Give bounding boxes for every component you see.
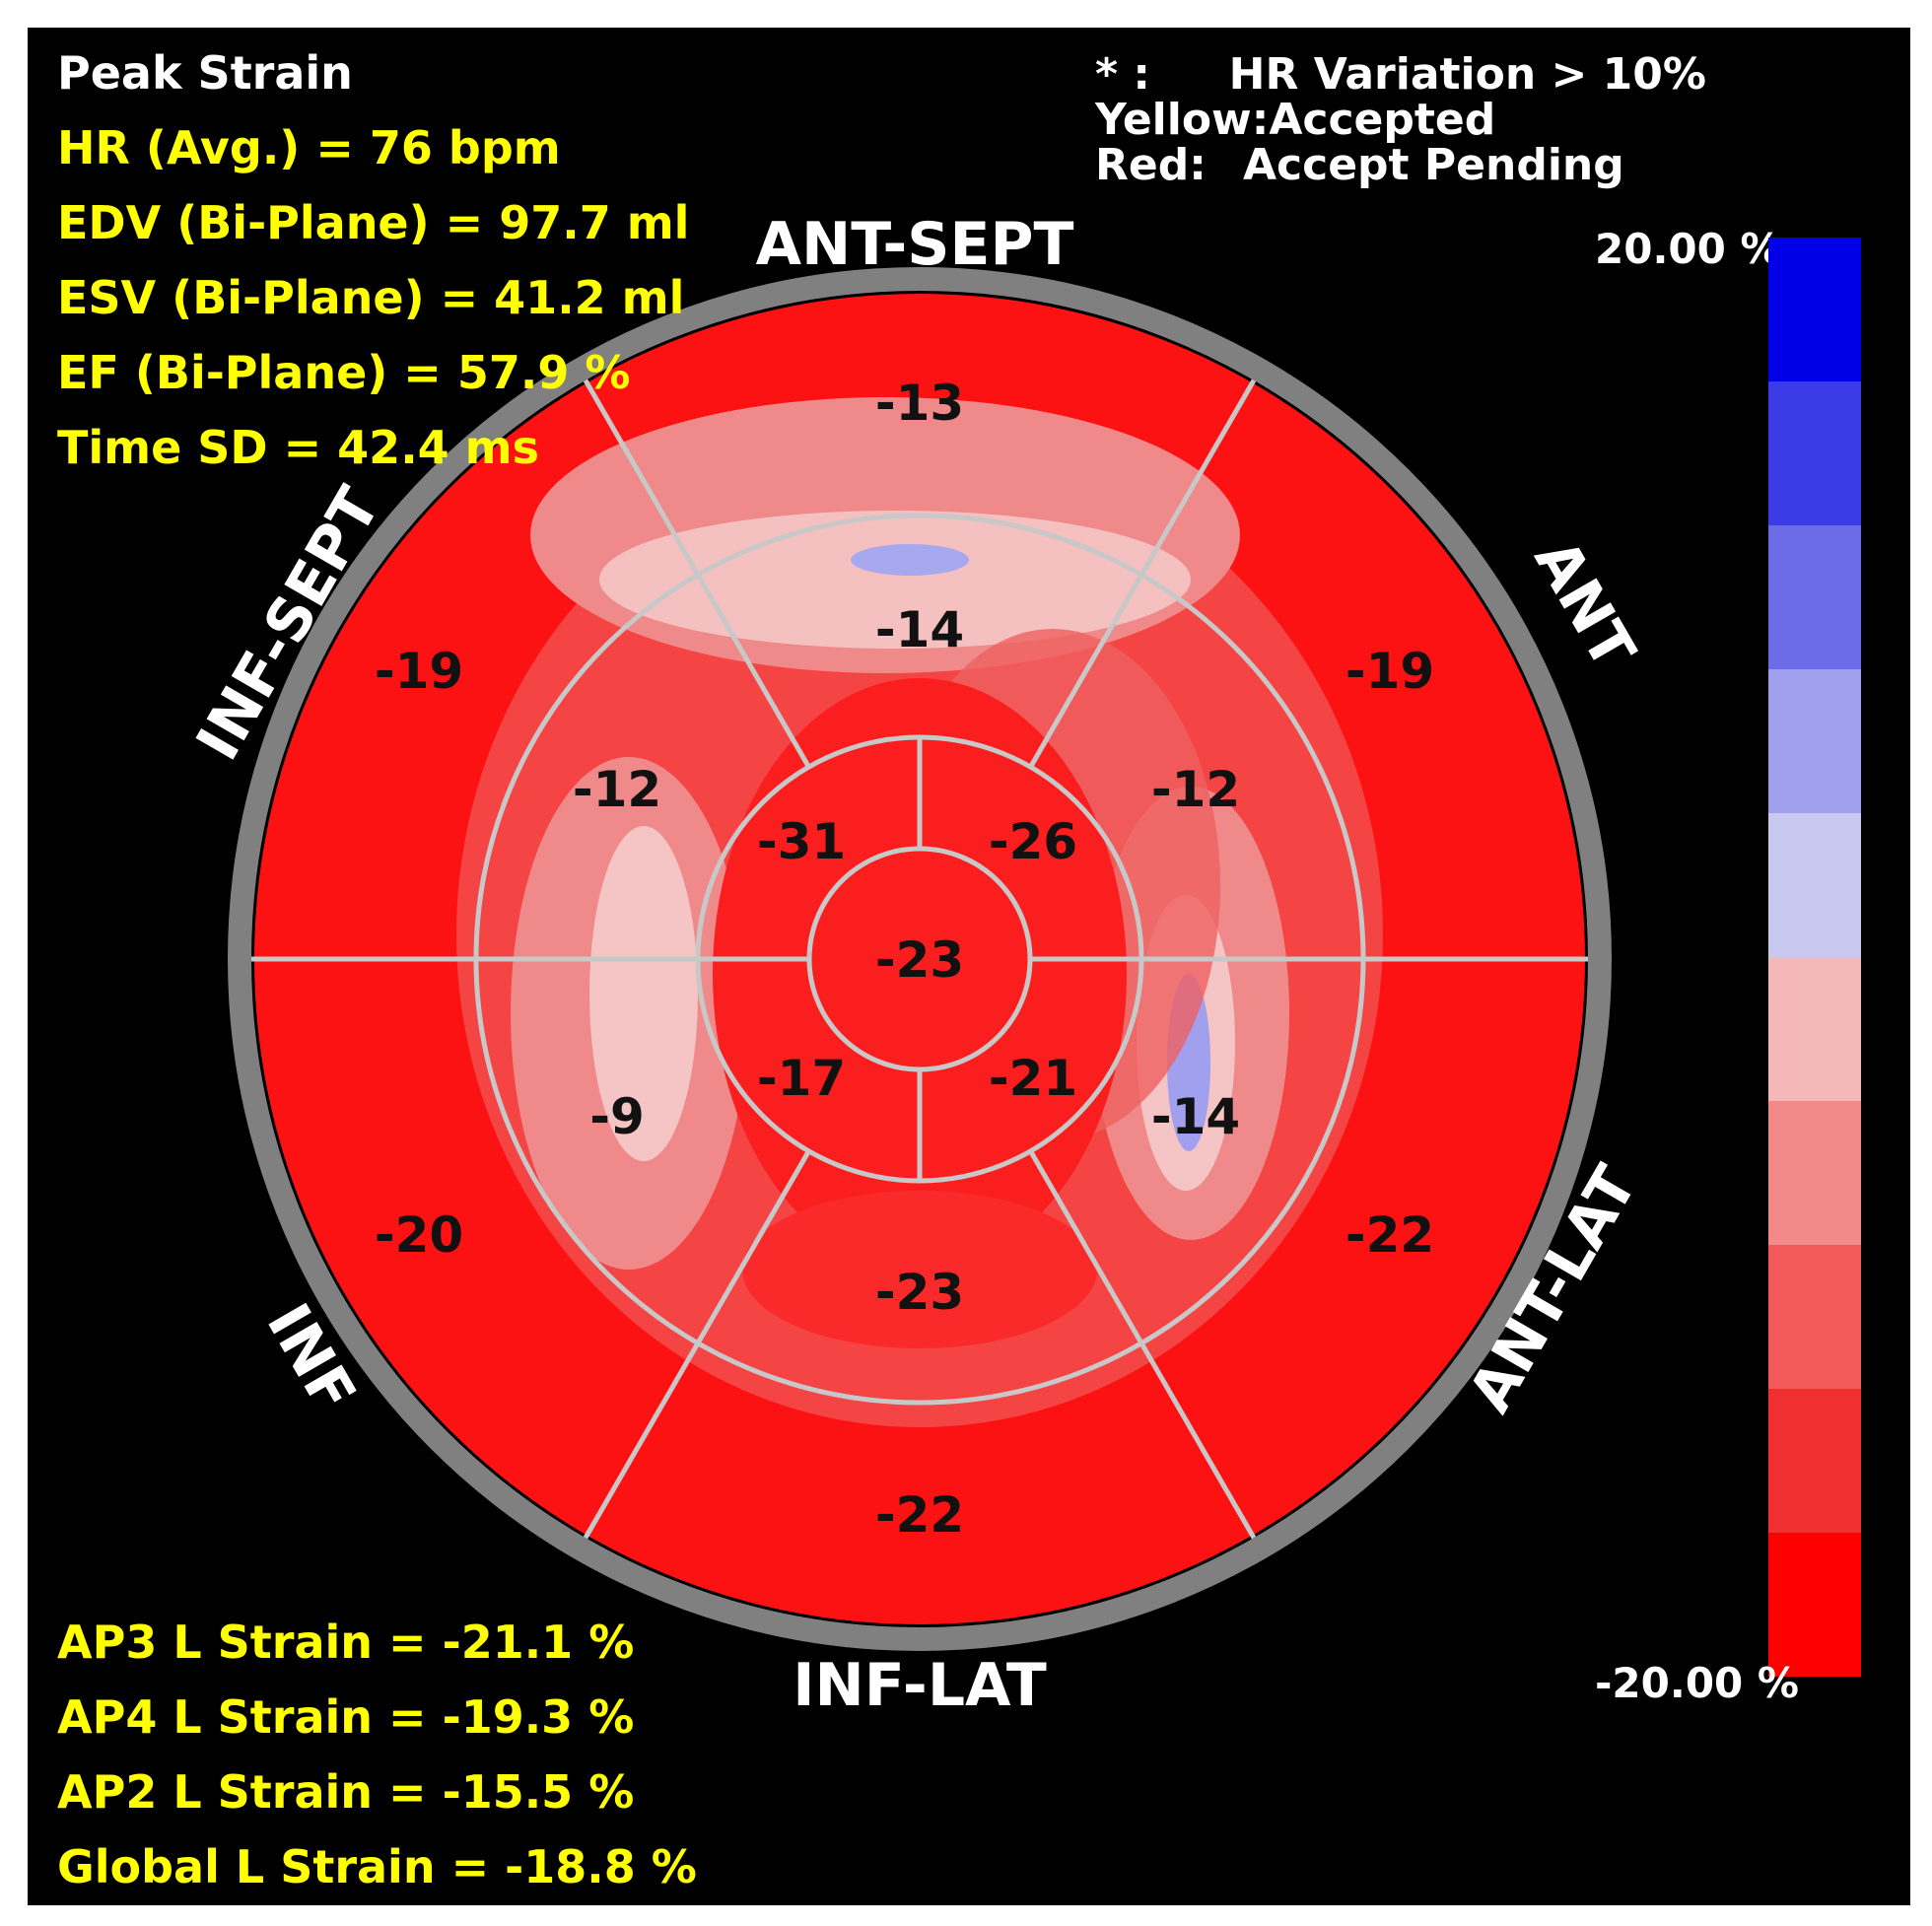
legend-key: Red: — [1095, 140, 1207, 190]
heat-blotch — [599, 511, 1191, 649]
colorbar-band — [1768, 813, 1861, 957]
apical-ant-value: -26 — [989, 813, 1077, 870]
legend-value: Accepted — [1269, 95, 1496, 145]
bullseye-plot: -13 -19 -22 -22 -20 -19 -14 -12 -14 -23 … — [183, 210, 1651, 1720]
legend-row-pending: Red: Accept Pending — [1095, 143, 1706, 188]
mid-inf-value: -9 — [589, 1088, 645, 1145]
wall-label-inf-lat: INF-LAT — [793, 1651, 1047, 1720]
apical-sept-value: -31 — [757, 813, 846, 870]
legend-row-hr-variation: * : HR Variation > 10% — [1095, 52, 1706, 98]
basal-ant-sept-value: -13 — [875, 375, 964, 432]
colorbar-band — [1768, 1245, 1861, 1389]
colorbar — [1768, 238, 1861, 1677]
bullseye-panel: -13 -19 -22 -22 -20 -19 -14 -12 -14 -23 … — [28, 28, 1910, 1905]
plot-title: Peak Strain — [57, 46, 353, 100]
strain-ap2: AP2 L Strain = -15.5 % — [57, 1765, 635, 1819]
colorbar-band — [1768, 238, 1861, 381]
colorbar-min-label: -20.00 % — [1595, 1659, 1799, 1707]
mid-ant-value: -12 — [1151, 761, 1240, 818]
heat-blotch — [742, 1191, 1097, 1348]
legend-row-accepted: Yellow: Accepted — [1095, 98, 1706, 143]
colorbar-band — [1768, 525, 1861, 669]
mid-ant-lat-value: -14 — [1151, 1088, 1240, 1145]
basal-inf-lat-value: -22 — [875, 1486, 964, 1544]
heat-blotch — [851, 544, 969, 576]
heat-blotch — [713, 678, 1127, 1270]
mid-ant-sept-value: -14 — [875, 601, 964, 658]
basal-ant-lat-value: -22 — [1346, 1206, 1434, 1264]
basal-inf-sept-value: -19 — [375, 643, 463, 700]
apical-inf-value: -17 — [757, 1050, 846, 1107]
apical-lat-value: -21 — [989, 1050, 1077, 1107]
apex-value: -23 — [875, 931, 964, 989]
colorbar-band — [1768, 669, 1861, 813]
legend-key: * : — [1095, 49, 1150, 100]
stat-esv: ESV (Bi-Plane) = 41.2 ml — [57, 271, 685, 324]
strain-ap3: AP3 L Strain = -21.1 % — [57, 1616, 635, 1669]
colorbar-max-label: 20.00 % — [1595, 225, 1782, 273]
legend-value: HR Variation > 10% — [1228, 49, 1706, 100]
mid-inf-lat-value: -23 — [875, 1264, 964, 1321]
strain-ap4: AP4 L Strain = -19.3 % — [57, 1690, 635, 1744]
colorbar-band — [1768, 381, 1861, 525]
segment-dividers — [251, 378, 1588, 1540]
outer-ring — [228, 267, 1612, 1651]
stat-time-sd: Time SD = 42.4 ms — [57, 421, 539, 474]
stat-edv: EDV (Bi-Plane) = 97.7 ml — [57, 196, 690, 249]
colorbar-band — [1768, 957, 1861, 1101]
status-legend: * : HR Variation > 10% Yellow: Accepted … — [1095, 52, 1706, 188]
heat-blotch — [589, 826, 698, 1161]
basal-ant-value: -19 — [1346, 643, 1434, 700]
basal-inf-value: -20 — [375, 1206, 463, 1264]
segment-divider — [1028, 1149, 1257, 1540]
colorbar-band — [1768, 1533, 1861, 1677]
legend-value: Accept Pending — [1243, 140, 1624, 190]
stat-ef: EF (Bi-Plane) = 57.9 % — [57, 346, 631, 399]
colorbar-band — [1768, 1101, 1861, 1245]
colorbar-band — [1768, 1389, 1861, 1533]
segment-divider — [583, 378, 811, 769]
legend-key: Yellow: — [1095, 95, 1270, 145]
wall-label-ant-sept: ANT-SEPT — [756, 210, 1074, 279]
stat-hr: HR (Avg.) = 76 bpm — [57, 121, 561, 174]
segment-divider — [583, 1149, 811, 1540]
strain-global: Global L Strain = -18.8 % — [57, 1840, 697, 1893]
mid-inf-sept-value: -12 — [573, 761, 661, 818]
segment-divider — [1028, 378, 1257, 769]
